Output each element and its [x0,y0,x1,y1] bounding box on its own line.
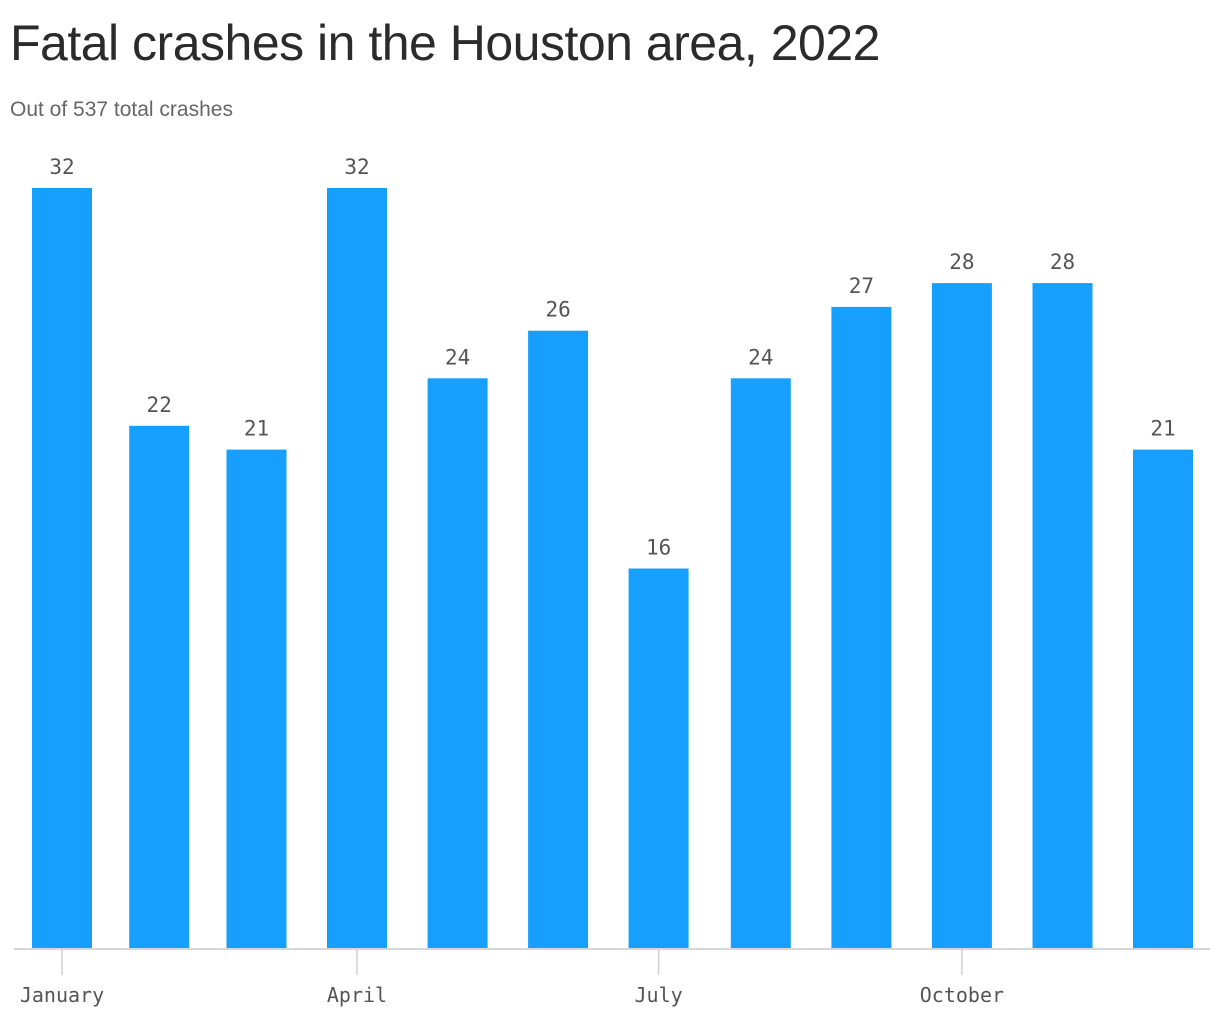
value-label-march: 21 [244,417,269,441]
bar-november [1032,283,1093,950]
x-tick-label-april: April [327,983,387,1007]
value-label-august: 24 [748,345,773,369]
value-label-january: 32 [49,155,74,179]
value-label-june: 26 [545,298,570,322]
value-label-february: 22 [147,393,172,417]
x-axis-ticks-group: January April July October [20,949,1004,1007]
value-labels-group: 32 22 21 32 24 26 16 24 27 28 28 21 [49,155,1175,560]
bar-august [730,378,791,950]
value-label-december: 21 [1150,417,1175,441]
bar-january [32,188,92,949]
value-label-may: 24 [445,345,470,369]
chart-subtitle: Out of 537 total crashes [10,98,233,121]
bar-october [931,283,992,950]
bar-may [427,378,488,950]
x-tick-label-july: July [635,983,683,1007]
value-label-july: 16 [646,536,671,560]
bar-june [528,330,589,949]
bars-group [32,188,1193,950]
chart-title: Fatal crashes in the Houston area, 2022 [10,15,880,71]
bar-march [226,449,287,949]
bar-december [1133,449,1193,949]
value-label-november: 28 [1050,250,1075,274]
value-label-september: 27 [849,274,874,298]
value-label-april: 32 [344,155,369,179]
x-tick-label-october: October [920,983,1004,1007]
bar-april [327,188,387,949]
value-label-october: 28 [949,250,974,274]
x-tick-label-january: January [20,983,104,1007]
bar-september [831,306,892,949]
bar-february [129,425,190,949]
bar-july [628,568,689,949]
